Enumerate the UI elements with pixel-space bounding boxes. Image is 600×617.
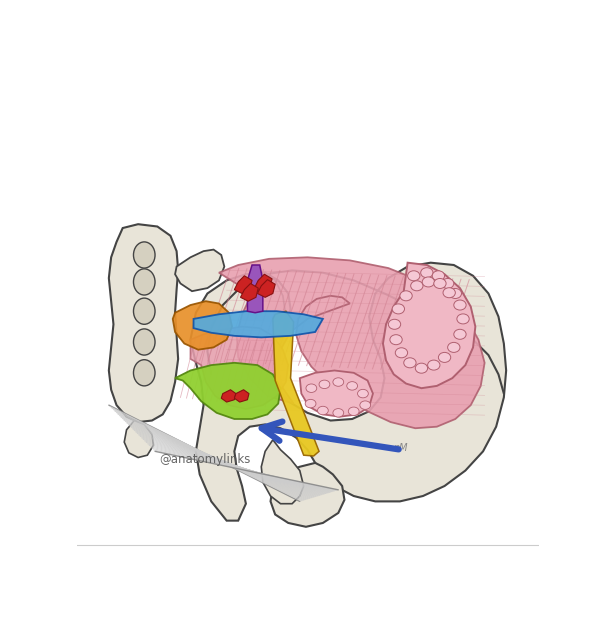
Ellipse shape (306, 384, 317, 392)
Ellipse shape (434, 278, 446, 289)
Ellipse shape (358, 389, 368, 398)
Ellipse shape (407, 271, 420, 281)
Polygon shape (194, 311, 323, 337)
Text: @anatomylinks: @anatomylinks (160, 453, 251, 466)
Polygon shape (221, 390, 236, 402)
Polygon shape (190, 326, 288, 409)
Ellipse shape (442, 278, 454, 289)
Ellipse shape (400, 291, 412, 301)
Polygon shape (175, 363, 281, 419)
Ellipse shape (448, 342, 460, 352)
Ellipse shape (449, 289, 461, 299)
Ellipse shape (305, 399, 316, 408)
Polygon shape (175, 250, 224, 291)
Text: nM: nM (394, 444, 408, 453)
Ellipse shape (457, 314, 469, 324)
Ellipse shape (333, 408, 344, 417)
Ellipse shape (349, 407, 359, 415)
Ellipse shape (432, 271, 445, 281)
Ellipse shape (388, 319, 401, 329)
Polygon shape (262, 440, 304, 503)
Polygon shape (235, 390, 249, 402)
Polygon shape (257, 280, 275, 297)
Ellipse shape (454, 329, 466, 339)
Ellipse shape (428, 360, 440, 370)
Ellipse shape (390, 334, 402, 345)
Ellipse shape (133, 360, 155, 386)
Ellipse shape (439, 352, 451, 362)
Polygon shape (173, 301, 232, 350)
Polygon shape (271, 463, 344, 527)
Ellipse shape (415, 363, 428, 373)
Ellipse shape (333, 378, 344, 386)
Polygon shape (254, 274, 272, 292)
Ellipse shape (133, 242, 155, 268)
Ellipse shape (133, 269, 155, 295)
Ellipse shape (347, 382, 358, 390)
Polygon shape (241, 283, 258, 301)
Polygon shape (124, 421, 154, 457)
Ellipse shape (410, 281, 423, 291)
Polygon shape (247, 265, 263, 313)
Polygon shape (109, 224, 178, 422)
Ellipse shape (319, 380, 330, 389)
Ellipse shape (133, 329, 155, 355)
Polygon shape (219, 257, 485, 428)
Ellipse shape (395, 348, 407, 358)
Ellipse shape (454, 300, 466, 310)
Polygon shape (190, 263, 506, 521)
Ellipse shape (404, 358, 416, 368)
Ellipse shape (443, 288, 455, 298)
Polygon shape (383, 263, 475, 388)
Polygon shape (235, 276, 252, 294)
Polygon shape (300, 370, 373, 416)
Ellipse shape (392, 304, 404, 314)
Ellipse shape (133, 298, 155, 325)
Ellipse shape (317, 407, 328, 415)
Ellipse shape (360, 401, 371, 409)
Polygon shape (273, 311, 319, 456)
Ellipse shape (421, 268, 433, 278)
Ellipse shape (422, 277, 434, 287)
